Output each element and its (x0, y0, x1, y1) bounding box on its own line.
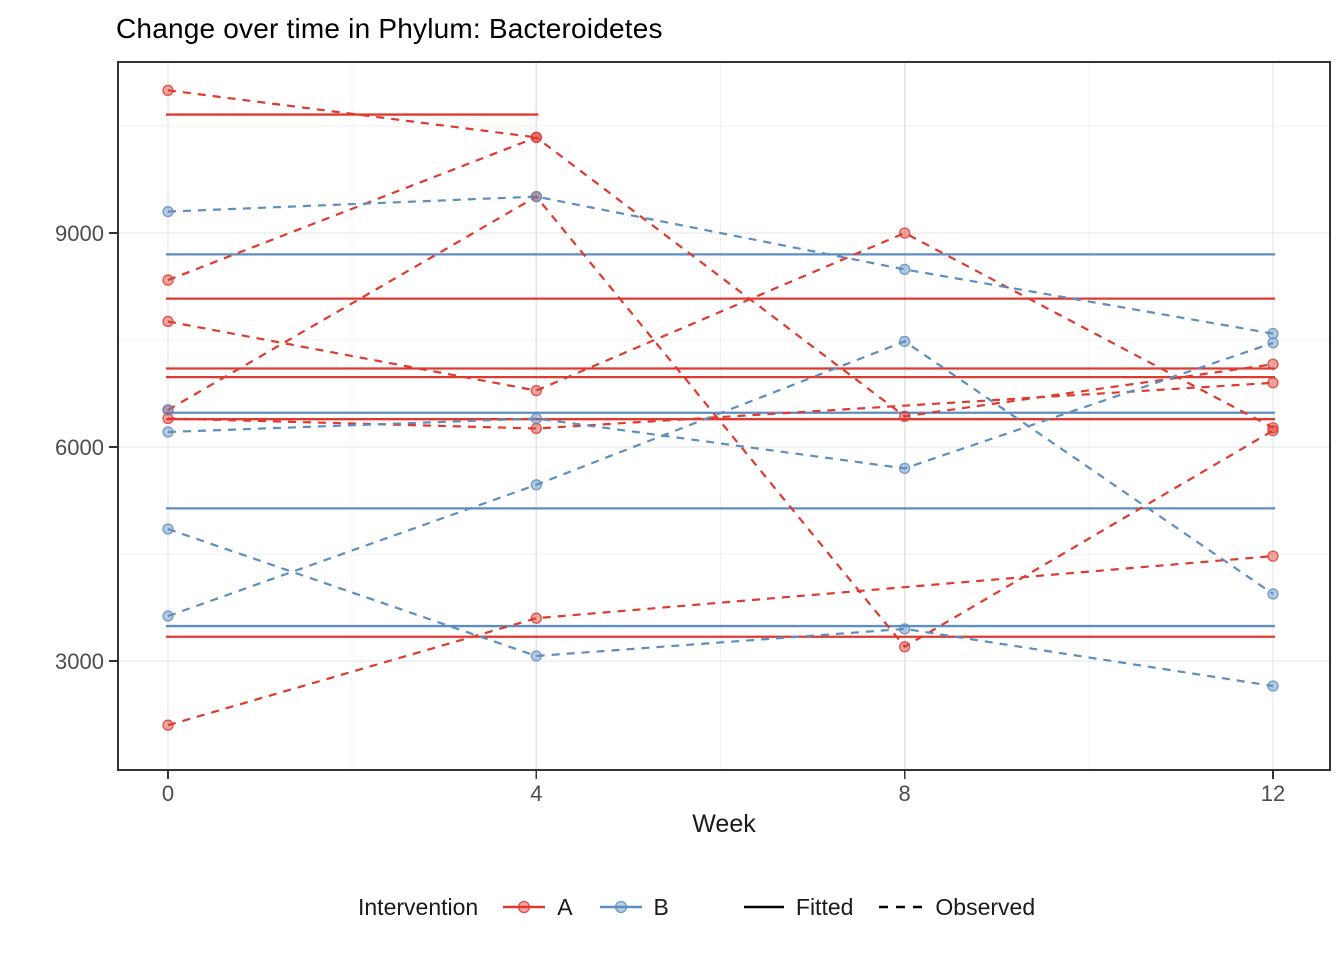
data-point-B2-week8 (899, 462, 911, 475)
data-point-B1-week4 (530, 190, 542, 203)
observed-line-A2 (167, 136, 1274, 418)
data-point-B4-week8 (899, 623, 911, 635)
data-point-B4-week4 (530, 650, 542, 662)
data-point-B1-week0 (162, 205, 174, 218)
observed-line-B4 (167, 527, 1274, 688)
data-point-B2-week0 (162, 426, 174, 438)
observed-line-B2 (167, 341, 1274, 470)
observed-line-A4 (167, 381, 1274, 430)
observed-line-A5 (167, 195, 1274, 649)
legend-label-a: A (557, 893, 573, 920)
data-point-A3-week12 (1267, 422, 1279, 434)
x-tick-label: 12 (1261, 781, 1285, 806)
data-point-B3-week12 (1267, 588, 1279, 600)
panel-border (117, 61, 1331, 771)
legend-key-fitted-icon (743, 894, 785, 921)
x-axis-title: Week (692, 810, 756, 838)
data-point-B4-week12 (1267, 680, 1279, 692)
y-tick-label: 9000 (55, 221, 104, 246)
data-point-B1-week12 (1267, 327, 1279, 340)
x-tick-label: 0 (162, 781, 174, 806)
data-point-B3-week8 (899, 335, 911, 348)
data-point-A4-week4 (530, 422, 542, 435)
data-point-A5-week12 (1267, 424, 1279, 437)
observed-line-A1 (167, 89, 537, 139)
observed-line-B1 (167, 195, 1274, 335)
legend-title: Intervention (358, 893, 479, 920)
observed-line-A3 (167, 231, 1274, 429)
data-point-A2-week8 (899, 410, 911, 422)
data-point-A6-week0 (162, 719, 174, 731)
data-point-A2-week12 (1267, 358, 1279, 370)
x-tick-label: 4 (530, 781, 542, 806)
data-point-B2-week4 (530, 412, 542, 425)
data-point-A2-week4 (530, 131, 542, 144)
legend-label-observed: Observed (935, 893, 1036, 920)
data-point-B2-week12 (1267, 337, 1279, 349)
data-point-extra (162, 404, 174, 416)
data-point-B4-week0 (162, 523, 174, 535)
data-point-A3-week8 (899, 227, 911, 239)
data-point-A2-week0 (162, 274, 174, 286)
data-point-A6-week4 (530, 612, 542, 624)
data-point-A4-week0 (162, 412, 174, 425)
legend: Intervention A B Fitted (358, 891, 1035, 923)
data-point-B3-week0 (162, 610, 174, 622)
data-point-A6-week12 (1267, 550, 1279, 562)
legend-label-fitted: Fitted (795, 893, 854, 920)
legend-key-a-icon (502, 894, 546, 921)
data-point-A3-week0 (162, 315, 174, 328)
data-point-B3-week4 (530, 479, 542, 491)
legend-label-b: B (653, 893, 669, 920)
chart-title: Change over time in Phylum: Bacteroidete… (116, 13, 663, 44)
x-tick-label: 8 (899, 781, 911, 806)
observed-line-B3 (167, 340, 1274, 618)
data-point-A3-week4 (530, 384, 542, 397)
data-point-A1-week0 (162, 84, 174, 96)
y-tick-label: 6000 (55, 435, 104, 460)
y-tick-label: 3000 (55, 649, 104, 674)
data-point-A5-week8 (899, 641, 911, 653)
data-point-A4-week12 (1267, 377, 1279, 389)
observed-line-A6 (167, 555, 1274, 727)
data-point-B1-week8 (899, 263, 911, 276)
legend-key-b-icon (599, 894, 643, 921)
legend-key-observed-icon (878, 894, 924, 921)
